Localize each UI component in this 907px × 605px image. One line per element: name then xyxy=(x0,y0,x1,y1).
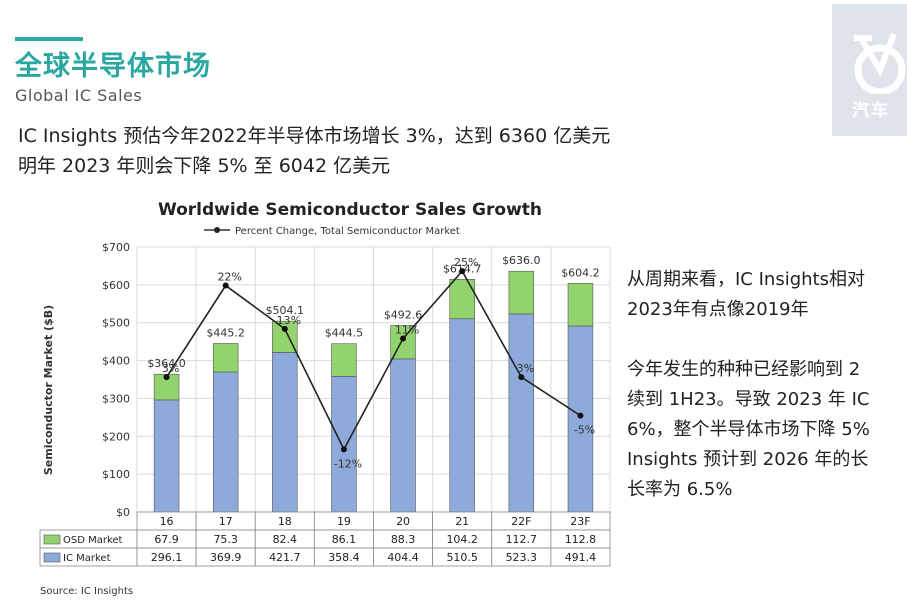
percent-change-line xyxy=(165,269,581,452)
x-tick-label: 20 xyxy=(396,515,410,528)
table-cell-value: 112.8 xyxy=(565,533,597,546)
table-cell-value: 296.1 xyxy=(151,551,183,564)
lead-text: IC Insights 预估今年2022年半导体市场增长 3%，达到 6360 … xyxy=(18,121,610,181)
table-cell-value: 404.4 xyxy=(387,551,419,564)
bar-osd-market xyxy=(508,270,535,315)
y-tick-label: $300 xyxy=(102,392,130,405)
side-paragraph-1: 从周期来看，IC Insights相对 2023年有点像2019年 xyxy=(627,265,907,325)
percent-change-label: 13% xyxy=(277,314,301,327)
table-cell xyxy=(550,547,611,567)
table-cell-value: 67.9 xyxy=(154,533,179,546)
bar-ic-market xyxy=(449,318,475,513)
table-cell-value: 82.4 xyxy=(273,533,298,546)
bar-ic-market xyxy=(508,313,535,513)
bar-ic-market xyxy=(212,371,239,513)
y-tick-label: $200 xyxy=(102,430,130,443)
y-tick-label: $100 xyxy=(102,468,130,481)
bar-osd-market xyxy=(331,343,357,377)
bar-total-label: $492.6 xyxy=(384,308,423,321)
table-legend-swatch xyxy=(43,552,61,563)
table-cell-value: 510.5 xyxy=(446,551,478,564)
table-cell-value: 358.4 xyxy=(328,551,360,564)
x-tick-label: 21 xyxy=(455,515,469,528)
x-tick-label: 18 xyxy=(278,515,292,528)
y-tick-label: $0 xyxy=(116,506,130,519)
percent-change-point xyxy=(163,374,170,381)
table-legend-swatch xyxy=(43,534,61,545)
percent-change-point xyxy=(577,412,584,419)
side-line: 长率为 6.5% xyxy=(627,479,733,500)
bar-total-label: $604.2 xyxy=(561,266,600,279)
bar-ic-market xyxy=(331,376,357,513)
table-cell-value: 104.2 xyxy=(446,533,478,546)
bar-ic-market xyxy=(390,358,416,513)
table-cell-value: 88.3 xyxy=(391,533,416,546)
bar-total-label: $364.0 xyxy=(147,357,186,370)
percent-change-point xyxy=(459,268,466,275)
line-legend: Percent Change, Total Semiconductor Mark… xyxy=(204,226,460,237)
percent-change-label: 22% xyxy=(217,271,241,284)
y-tick-label: $400 xyxy=(102,355,130,368)
percent-change-label: 11% xyxy=(395,324,419,337)
legend-marker xyxy=(214,227,220,233)
side-line: 从周期来看，IC Insights相对 xyxy=(627,269,865,290)
bar-total-label: $445.2 xyxy=(206,326,245,339)
bicycle-icon xyxy=(854,32,906,94)
table-cell-value: 86.1 xyxy=(332,533,357,546)
bar-total-label: $636.0 xyxy=(502,254,541,267)
y-axis-label: Semiconductor Market ($B) xyxy=(42,305,55,475)
side-line: 续到 1H23。导致 2023 年 IC xyxy=(627,389,870,410)
bar-total-label: $444.5 xyxy=(325,327,364,340)
table-cell-value: 112.7 xyxy=(506,533,538,546)
x-tick-label: 22F xyxy=(511,515,531,528)
side-paragraph-2: 今年发生的种种已经影响到 2 续到 1H23。导致 2023 年 IC 6%，整… xyxy=(627,355,907,505)
bar-ic-market xyxy=(567,325,594,513)
percent-change-label: -12% xyxy=(334,457,362,470)
table-cell-value: 75.3 xyxy=(213,533,238,546)
side-text: 从周期来看，IC Insights相对 2023年有点像2019年 今年发生的种… xyxy=(627,265,907,535)
percent-change-label: 3% xyxy=(517,362,534,375)
percent-change-point xyxy=(281,325,288,332)
lead-line-2: 明年 2023 年则会下降 5% 至 6042 亿美元 xyxy=(18,155,391,177)
percent-change-label: 25% xyxy=(454,256,478,269)
side-line: 今年发生的种种已经影响到 2 xyxy=(627,359,861,380)
x-tick-label: 17 xyxy=(219,515,233,528)
title-accent-bar xyxy=(15,37,83,41)
bar-osd-market xyxy=(212,343,239,373)
percent-change-point xyxy=(400,335,407,342)
chart-title: Worldwide Semiconductor Sales Growth xyxy=(158,200,542,220)
page-title: 全球半导体市场 xyxy=(15,51,211,82)
percent-change-point xyxy=(222,282,229,289)
percent-change-point xyxy=(340,446,347,453)
x-tick-label: 16 xyxy=(160,515,174,528)
y-tick-label: $500 xyxy=(102,317,130,330)
table-cell-value: 523.3 xyxy=(506,551,538,564)
bar-osd-market xyxy=(567,282,594,327)
logo: 汽车 xyxy=(832,4,907,136)
percent-change-label: 3% xyxy=(162,362,179,375)
bar-ic-market xyxy=(153,399,180,513)
percent-change-label: -5% xyxy=(574,424,595,437)
table-row-label: IC Market xyxy=(63,553,111,564)
page-subtitle: Global IC Sales xyxy=(15,86,143,105)
bar-ic-market xyxy=(272,352,298,513)
table-row-label: OSD Market xyxy=(63,535,123,546)
y-tick-label: $700 xyxy=(102,241,130,254)
logo-text: 汽车 xyxy=(852,101,890,121)
side-line: Insights 预计到 2026 年的长 xyxy=(627,449,869,470)
x-tick-label: 19 xyxy=(337,515,351,528)
side-line: 2023年有点像2019年 xyxy=(627,299,809,320)
table-cell-value: 369.9 xyxy=(210,551,242,564)
semiconductor-sales-chart: Worldwide Semiconductor Sales Growth Per… xyxy=(39,200,611,597)
bar-total-label: $504.1 xyxy=(266,304,305,317)
table-cell-value: 421.7 xyxy=(269,551,301,564)
table-cell-value: 491.4 xyxy=(565,551,597,564)
percent-change-point xyxy=(518,374,525,381)
legend-line-label: Percent Change, Total Semiconductor Mark… xyxy=(235,226,460,237)
x-tick-label: 23F xyxy=(570,515,590,528)
chart-source: Source: IC Insights xyxy=(40,586,133,597)
side-line: 6%，整个半导体市场下降 5% xyxy=(627,419,870,440)
lead-line-1: IC Insights 预估今年2022年半导体市场增长 3%，达到 6360 … xyxy=(18,125,611,147)
y-tick-label: $600 xyxy=(102,279,130,292)
